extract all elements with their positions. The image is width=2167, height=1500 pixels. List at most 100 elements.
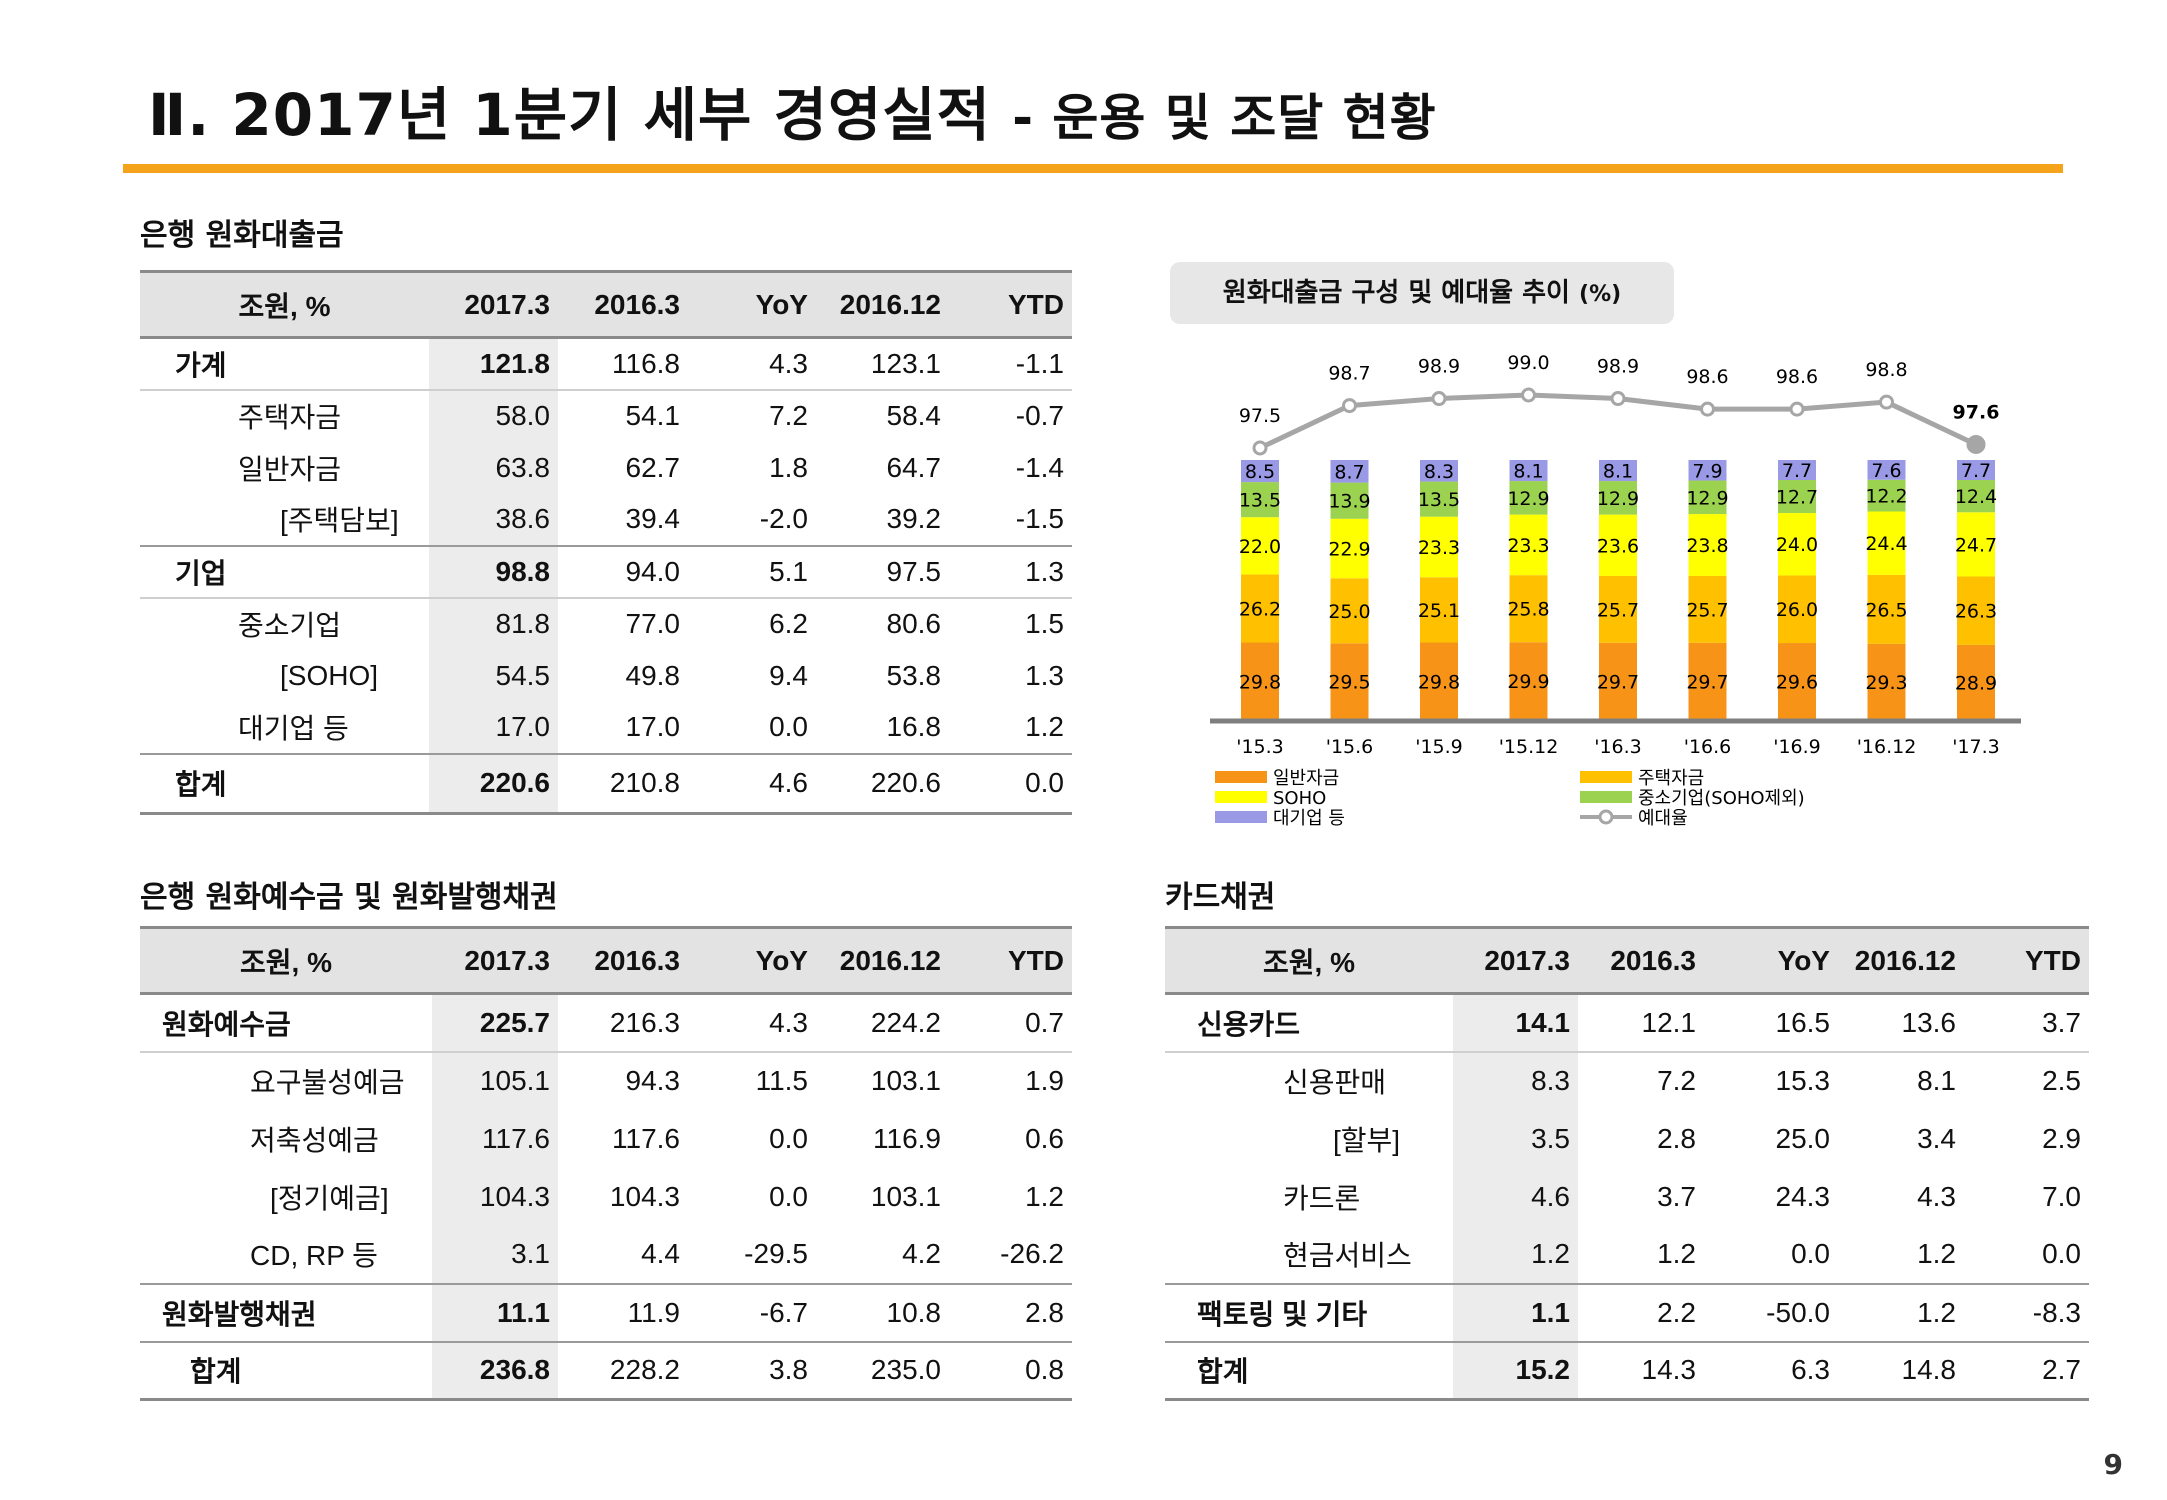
table-row: 대기업 등 17.0 17.0 0.0 16.8 1.2 <box>140 701 1072 754</box>
bar-segment <box>1599 460 1637 482</box>
bar-segment <box>1330 578 1369 644</box>
legend-label: 주택자금 <box>1638 768 1704 789</box>
deposits-section-title: 은행 원화예수금 및 원화발행채권 <box>140 880 558 915</box>
cell: 54.5 <box>429 649 558 702</box>
header-unit: 조원, % <box>140 270 429 339</box>
bar-segment <box>1867 511 1906 575</box>
row-label: [할부] <box>1333 1124 1401 1156</box>
bar-value-label: 13.9 <box>1328 491 1370 513</box>
legend-swatch <box>1215 811 1267 823</box>
bar-segment <box>1599 514 1637 576</box>
table-row-total: 합계 220.6 210.8 4.6 220.6 0.0 <box>140 752 1072 815</box>
cell: 39.2 <box>886 503 942 534</box>
cell: 14.8 <box>1838 1340 1964 1401</box>
table-row: 중소기업 81.8 77.0 6.2 80.6 1.5 <box>140 596 1072 650</box>
cell: 0.7 <box>1025 1006 1064 1038</box>
cell: 225.7 <box>432 993 558 1052</box>
row-label: 대기업 등 <box>238 713 349 744</box>
cell: 1.2 <box>1025 1180 1064 1212</box>
table-row: [SOHO] 54.5 49.8 9.4 53.8 1.3 <box>140 649 1072 702</box>
ratio-point <box>1966 434 1986 454</box>
cell: -6.7 <box>688 1282 816 1342</box>
cell: 63.8 <box>429 441 558 494</box>
ratio-value-label: 98.6 <box>1776 366 1818 388</box>
table-row-total: 합계 15.2 14.3 6.3 14.8 2.7 <box>1165 1340 2089 1401</box>
cell: 6.2 <box>688 596 816 650</box>
bar-value-label: 8.7 <box>1334 461 1364 483</box>
bar-segment <box>1420 481 1458 517</box>
bar-segment <box>1957 512 1995 577</box>
bar-value-label: 25.0 <box>1328 601 1370 623</box>
row-label: 팩토링 및 기타 <box>1165 1282 1453 1342</box>
cell: 3.7 <box>1657 1180 1696 1212</box>
cell: 116.8 <box>612 347 680 379</box>
ratio-point <box>1521 387 1536 403</box>
row-label: 신용카드 <box>1197 1008 1301 1040</box>
row-label: 합계 <box>140 1340 432 1401</box>
cell: 117.6 <box>432 1109 558 1168</box>
cell: 11.9 <box>558 1282 688 1342</box>
bar-segment <box>1330 460 1369 483</box>
bar-segment <box>1330 518 1369 579</box>
ratio-point <box>1789 401 1805 417</box>
cell: 117.6 <box>612 1122 680 1154</box>
cell: 220.6 <box>429 752 558 815</box>
bar-value-label: 12.9 <box>1597 488 1639 510</box>
legend-label: 예대율 <box>1638 808 1688 829</box>
cell: 224.2 <box>870 1006 941 1038</box>
header-ytd: YTD <box>949 926 1072 995</box>
bar-value-label: 26.5 <box>1865 599 1907 621</box>
bar-value-label: 25.8 <box>1507 599 1549 621</box>
cell: 104.3 <box>609 1180 680 1212</box>
cell: 2.9 <box>2042 1122 2081 1154</box>
x-tick-label: '16.6 <box>1684 736 1732 758</box>
table-row-total: 합계 236.8 228.2 3.8 235.0 0.8 <box>140 1340 1072 1401</box>
cell: 62.7 <box>625 451 681 483</box>
cell: 1.3 <box>949 544 1072 598</box>
cell: 24.3 <box>1775 1180 1831 1212</box>
cell: 1.5 <box>949 596 1072 650</box>
bar-value-label: 13.5 <box>1239 490 1281 512</box>
cell: 235.0 <box>816 1340 949 1401</box>
header-yoy: YoY <box>688 270 816 339</box>
bar-value-label: 24.7 <box>1955 534 1997 556</box>
cell: 11.5 <box>688 1050 816 1110</box>
bar-value-label: 22.0 <box>1239 536 1281 558</box>
cell: 3.7 <box>2042 1006 2081 1038</box>
ratio-point <box>1610 391 1626 407</box>
legend-label: 대기업 등 <box>1273 808 1345 829</box>
cell: 97.5 <box>816 544 949 598</box>
bar-value-label: 8.1 <box>1603 461 1633 483</box>
cell: 13.6 <box>1901 1006 1957 1038</box>
bar-value-label: 26.3 <box>1955 601 1997 623</box>
cell: -50.0 <box>1704 1282 1838 1342</box>
bar-segment <box>1688 575 1727 643</box>
bar-segment <box>1957 576 1995 645</box>
cell: 80.6 <box>816 596 949 650</box>
x-tick-label: '15.9 <box>1415 736 1463 758</box>
bar-value-label: 12.2 <box>1865 486 1907 508</box>
cell: 54.1 <box>558 388 688 442</box>
bar-segment <box>1957 644 1995 720</box>
bar-segment <box>1241 460 1279 483</box>
bar-segment <box>1330 482 1369 519</box>
page-title: Ⅱ. 2017년 1분기 세부 경영실적 - 운용 및 조달 현황 <box>148 68 1437 152</box>
cell: 14.3 <box>1578 1340 1704 1401</box>
row-label: 저축성예금 <box>250 1124 379 1156</box>
cell: 0.0 <box>949 752 1072 815</box>
bar-segment <box>1509 481 1548 515</box>
cell: 104.3 <box>432 1167 558 1226</box>
cell: 228.2 <box>558 1340 688 1401</box>
cell: -0.7 <box>949 388 1072 442</box>
cell: 0.0 <box>769 1180 808 1212</box>
cell: 11.1 <box>432 1282 558 1342</box>
legend-swatch <box>1215 771 1267 783</box>
bar-value-label: 23.3 <box>1507 535 1549 557</box>
cell: 16.8 <box>886 711 942 742</box>
bar-segment <box>1778 643 1816 720</box>
cell: 1.9 <box>949 1050 1072 1110</box>
bar-segment <box>1241 574 1279 643</box>
bar-value-label: 23.8 <box>1686 535 1728 557</box>
chart-title-box: 원화대출금 구성 및 예대율 추이 (%) <box>1170 262 1674 324</box>
loan-composition-chart: 29.8 26.2 22.0 13.5 8.5 '15.3 29.5 25.0 22.9 13.9… <box>1210 352 2021 829</box>
